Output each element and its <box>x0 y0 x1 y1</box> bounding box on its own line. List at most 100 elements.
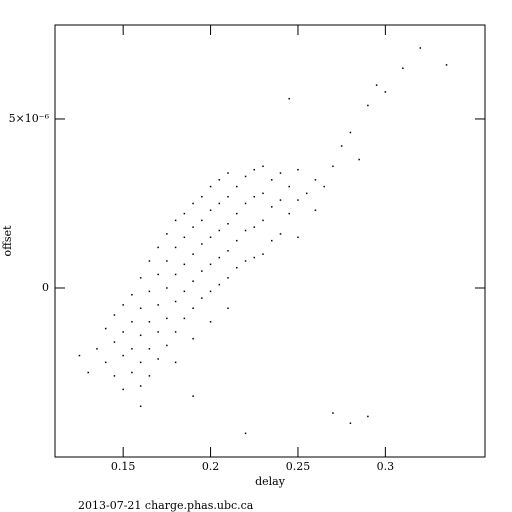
point <box>174 361 177 364</box>
point <box>279 172 282 174</box>
point <box>192 202 194 205</box>
point <box>174 219 177 222</box>
point <box>236 212 238 215</box>
point <box>78 354 81 357</box>
x-axis-label: delay <box>255 475 286 488</box>
point <box>131 348 133 350</box>
point <box>201 219 203 222</box>
point <box>236 239 238 242</box>
point <box>174 331 177 333</box>
point <box>201 270 203 272</box>
plot-frame <box>54 24 486 458</box>
point <box>113 375 116 377</box>
point <box>131 293 133 296</box>
point <box>166 260 168 262</box>
point <box>253 256 256 259</box>
point <box>139 405 142 408</box>
point <box>122 354 124 357</box>
point <box>174 273 177 276</box>
point <box>157 331 159 333</box>
point <box>174 300 177 303</box>
point <box>349 131 352 134</box>
point <box>183 212 186 215</box>
point <box>227 172 229 174</box>
point <box>262 165 264 168</box>
point <box>323 185 325 188</box>
point <box>139 361 142 364</box>
point <box>148 290 151 293</box>
point <box>227 195 229 198</box>
point <box>148 375 151 377</box>
point <box>157 273 159 276</box>
point <box>104 361 107 364</box>
point <box>122 331 124 333</box>
point <box>148 260 151 262</box>
point <box>139 334 142 337</box>
point <box>148 321 151 323</box>
point <box>192 253 194 255</box>
point <box>218 179 221 181</box>
point <box>358 158 360 161</box>
point <box>244 202 247 205</box>
y-tick-label: 0 <box>42 281 49 294</box>
point <box>218 229 221 232</box>
point <box>305 192 308 195</box>
point <box>183 290 186 293</box>
point <box>332 165 334 168</box>
x-tick-label: 0.25 <box>286 460 311 473</box>
y-tick-label: 5×10⁻⁶ <box>9 112 50 125</box>
x-tick-label: 0.2 <box>202 460 220 473</box>
point <box>157 246 159 249</box>
point <box>402 67 404 70</box>
point <box>270 179 273 181</box>
x-tick-label: 0.3 <box>377 460 395 473</box>
point <box>262 219 264 222</box>
point <box>297 168 299 171</box>
point <box>174 246 177 249</box>
point <box>209 236 212 239</box>
x-tick-label: 0.15 <box>111 460 136 473</box>
point <box>253 195 256 198</box>
point <box>113 314 116 316</box>
point <box>227 277 229 279</box>
point <box>192 226 194 228</box>
point <box>253 226 256 228</box>
point <box>270 206 273 208</box>
point <box>279 199 282 201</box>
point <box>209 263 212 266</box>
point <box>192 337 194 340</box>
point <box>157 358 159 360</box>
point <box>113 341 116 343</box>
point <box>183 317 186 320</box>
point <box>104 327 107 330</box>
point <box>262 192 264 195</box>
point <box>367 415 369 418</box>
point <box>209 209 212 211</box>
footer: 2013-07-21 charge.phas.ubc.ca <box>78 499 254 512</box>
point <box>122 388 124 391</box>
point <box>183 236 186 239</box>
point <box>288 185 290 188</box>
point <box>192 395 194 397</box>
point <box>148 348 151 350</box>
point <box>384 91 387 93</box>
point <box>139 307 142 310</box>
point <box>192 280 194 282</box>
point <box>445 64 448 66</box>
point <box>244 175 247 178</box>
point <box>332 412 334 414</box>
point <box>201 243 203 245</box>
point <box>192 307 194 310</box>
point <box>209 185 212 188</box>
point <box>349 422 352 424</box>
point <box>340 145 343 147</box>
point <box>297 236 299 239</box>
point <box>236 266 238 269</box>
point <box>201 195 203 198</box>
point <box>218 256 221 259</box>
point <box>270 239 273 242</box>
point <box>227 250 229 252</box>
y-axis-label: offset <box>1 225 14 257</box>
point <box>419 47 422 49</box>
